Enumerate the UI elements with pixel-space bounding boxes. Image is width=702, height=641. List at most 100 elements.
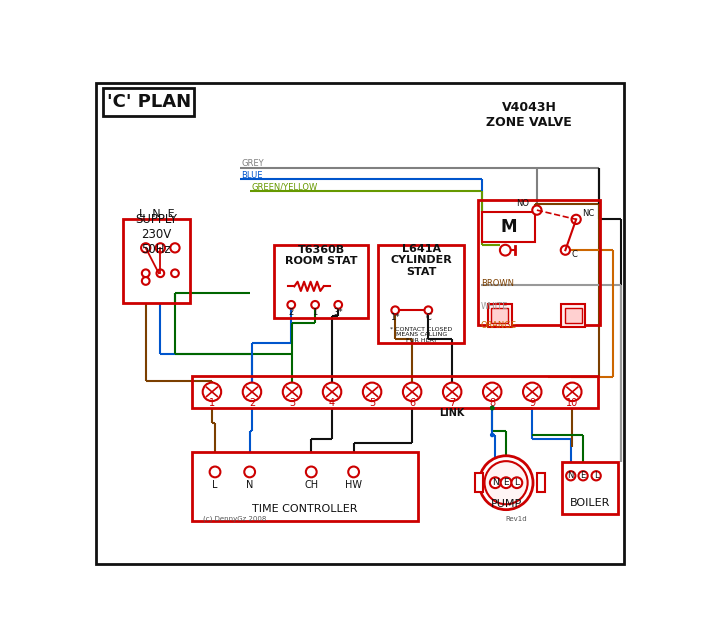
Circle shape [532, 206, 541, 215]
Text: V4043H
ZONE VALVE: V4043H ZONE VALVE [486, 101, 572, 129]
Circle shape [571, 215, 581, 224]
Ellipse shape [484, 461, 528, 504]
Bar [192, 452, 418, 521]
Text: BROWN: BROWN [481, 279, 514, 288]
Text: 8: 8 [489, 399, 496, 408]
Bar [192, 376, 597, 408]
Text: SUPPLY
230V
50Hz: SUPPLY 230V 50Hz [135, 213, 178, 256]
Ellipse shape [479, 456, 533, 510]
Text: 6: 6 [409, 399, 415, 408]
Bar [564, 308, 581, 323]
Circle shape [523, 383, 541, 401]
Bar [488, 304, 512, 327]
Circle shape [501, 478, 512, 488]
Circle shape [403, 383, 421, 401]
Circle shape [592, 471, 601, 480]
Circle shape [171, 243, 180, 253]
Text: 9: 9 [529, 399, 536, 408]
Text: L: L [594, 471, 599, 480]
Circle shape [490, 478, 501, 488]
Text: 1*: 1* [390, 313, 400, 322]
Circle shape [142, 269, 150, 277]
Text: L641A
CYLINDER
STAT: L641A CYLINDER STAT [390, 244, 452, 277]
Bar [537, 474, 545, 492]
Text: 4: 4 [329, 399, 335, 408]
Bar [561, 304, 585, 327]
Circle shape [287, 301, 295, 309]
Circle shape [157, 269, 164, 277]
Circle shape [243, 383, 261, 401]
Text: BLUE: BLUE [241, 171, 263, 180]
Text: 1: 1 [312, 308, 318, 317]
Text: LINK: LINK [439, 408, 465, 419]
Text: E: E [503, 478, 509, 487]
Circle shape [210, 467, 220, 478]
Circle shape [490, 406, 494, 410]
Circle shape [306, 467, 317, 478]
Circle shape [425, 306, 432, 314]
Circle shape [142, 277, 150, 285]
Bar [475, 474, 483, 492]
Text: ORANGE: ORANGE [481, 321, 517, 330]
Text: BOILER: BOILER [570, 497, 610, 508]
Text: TIME CONTROLLER: TIME CONTROLLER [252, 504, 358, 514]
Text: PUMP: PUMP [491, 499, 522, 509]
Circle shape [490, 433, 494, 437]
Bar [562, 462, 618, 513]
Text: C: C [571, 249, 578, 258]
Text: 7: 7 [449, 399, 456, 408]
Text: WHITE: WHITE [481, 302, 508, 311]
Bar [482, 212, 534, 242]
Circle shape [323, 383, 341, 401]
Text: N: N [246, 480, 253, 490]
Text: CH: CH [304, 480, 318, 490]
Circle shape [348, 467, 359, 478]
Circle shape [483, 383, 501, 401]
Text: 2: 2 [289, 308, 294, 317]
Text: M: M [500, 218, 517, 236]
Circle shape [490, 406, 494, 410]
Circle shape [141, 243, 150, 253]
Bar [123, 219, 190, 303]
Text: GREY: GREY [241, 160, 264, 169]
Circle shape [561, 246, 570, 254]
Bar [491, 308, 508, 323]
Circle shape [500, 245, 510, 256]
Circle shape [244, 467, 255, 478]
Text: L: L [515, 478, 519, 487]
Text: 3*: 3* [333, 308, 343, 317]
Text: 2: 2 [249, 399, 255, 408]
Circle shape [283, 383, 301, 401]
Circle shape [566, 471, 576, 480]
Circle shape [363, 383, 381, 401]
Text: L  N  E: L N E [139, 210, 174, 219]
Bar [478, 200, 600, 325]
Circle shape [443, 383, 461, 401]
Text: N: N [492, 478, 498, 487]
Circle shape [512, 478, 522, 488]
Bar [103, 88, 194, 116]
Text: NC: NC [582, 210, 595, 219]
Text: Rev1d: Rev1d [505, 516, 527, 522]
Text: T6360B
ROOM STAT: T6360B ROOM STAT [285, 245, 357, 267]
Text: C: C [425, 313, 431, 322]
Text: * CONTACT CLOSED
MEANS CALLING
FOR HEAT: * CONTACT CLOSED MEANS CALLING FOR HEAT [390, 326, 453, 343]
Text: NO: NO [516, 199, 529, 208]
Text: HW: HW [345, 480, 362, 490]
Text: 5: 5 [369, 399, 376, 408]
Bar [274, 245, 369, 318]
Text: 3: 3 [289, 399, 295, 408]
Text: 1: 1 [209, 399, 215, 408]
Circle shape [490, 406, 494, 410]
Circle shape [171, 269, 179, 277]
Circle shape [311, 301, 319, 309]
Circle shape [203, 383, 221, 401]
Text: L: L [212, 480, 218, 490]
Circle shape [391, 306, 399, 314]
Circle shape [334, 301, 342, 309]
Text: 'C' PLAN: 'C' PLAN [107, 94, 191, 112]
Text: GREEN/YELLOW: GREEN/YELLOW [251, 183, 317, 192]
Text: 10: 10 [567, 399, 578, 408]
Text: E: E [581, 471, 585, 480]
Circle shape [156, 243, 165, 253]
